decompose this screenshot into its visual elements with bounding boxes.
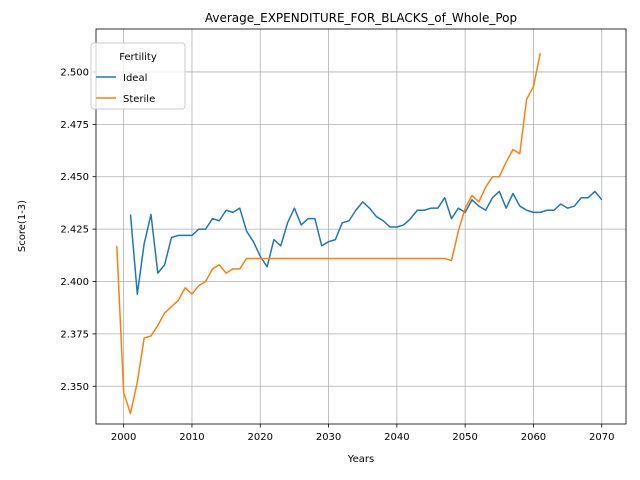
y-tick-label: 2.500	[60, 67, 89, 78]
x-axis-label: Years	[347, 454, 374, 465]
legend-label-sterile: Sterile	[123, 94, 155, 105]
x-tick-label: 2050	[452, 432, 477, 443]
legend-title: Fertility	[119, 52, 157, 63]
x-tick-label: 2010	[179, 432, 204, 443]
y-tick-label: 2.375	[60, 329, 89, 340]
plot-frame	[95, 28, 627, 425]
x-tick-label: 2040	[384, 432, 409, 443]
y-gridlines	[96, 71, 626, 387]
x-tick-label: 2030	[316, 432, 341, 443]
y-axis-ticks: 2.350 2.375 2.400 2.425 2.450 2.475 2.500	[60, 67, 96, 393]
series-line-sterile	[116, 52, 542, 415]
y-axis-label: Score(1-3)	[17, 200, 28, 252]
chart-title: Average_EXPENDITURE_FOR_BLACKS_of_Whole_…	[205, 11, 517, 25]
legend-box	[90, 42, 186, 110]
x-tick-label: 2070	[589, 432, 614, 443]
y-tick-label: 2.450	[60, 172, 89, 183]
legend: Fertility Ideal Sterile	[90, 42, 186, 110]
series-layer	[116, 52, 603, 415]
y-tick-label: 2.400	[60, 277, 89, 288]
x-tick-label: 2060	[521, 432, 546, 443]
y-tick-label: 2.425	[60, 225, 89, 236]
x-axis-ticks: 2000 2010 2020 2030 2040 2050 2060 2070	[111, 424, 614, 443]
x-tick-label: 2000	[111, 432, 136, 443]
series-line-ideal	[129, 190, 603, 295]
y-tick-label: 2.350	[60, 382, 89, 393]
legend-label-ideal: Ideal	[123, 73, 147, 84]
y-tick-label: 2.475	[60, 120, 89, 131]
x-tick-label: 2020	[248, 432, 273, 443]
